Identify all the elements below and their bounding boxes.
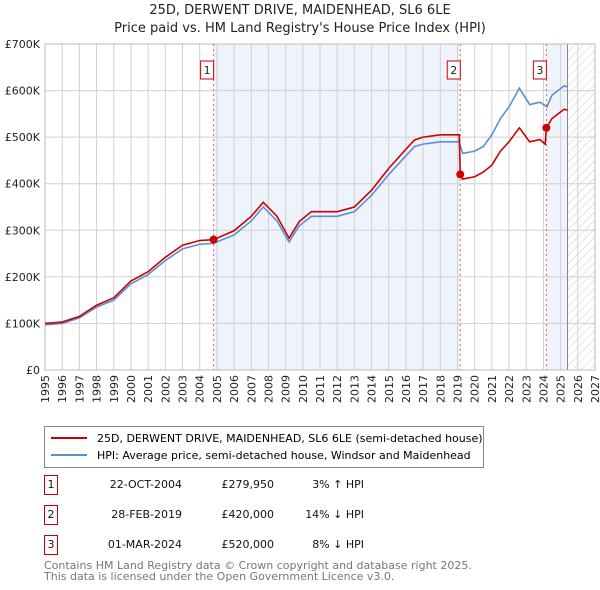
sale-price: £420,000 [221, 508, 275, 521]
x-tick-label: 2013 [348, 375, 361, 403]
sale-label-box [200, 60, 215, 80]
x-tick-label: 2021 [486, 375, 499, 403]
sale-label: 3 [536, 64, 543, 77]
x-tick-label: 2000 [125, 375, 138, 403]
y-tick-label: £0 [26, 364, 40, 377]
y-tick-label: £600K [5, 85, 41, 98]
footer-line1: Contains HM Land Registry data © Crown c… [44, 559, 472, 572]
x-tick-label: 2005 [211, 375, 224, 403]
footer-line2: This data is licensed under the Open Gov… [44, 570, 395, 583]
x-tick-label: 2023 [520, 375, 533, 403]
x-tick-label: 2015 [383, 375, 396, 403]
legend-blue-label: HPI: Average price, semi-detached house,… [97, 448, 471, 462]
sale-label: 1 [204, 64, 211, 77]
x-tick-label: 2007 [245, 375, 258, 403]
x-tick-label: 1995 [39, 375, 52, 403]
y-tick-label: £100K [5, 317, 41, 330]
x-tick-label: 2019 [452, 375, 465, 403]
sale-delta: 3% ↑ HPI [312, 478, 364, 491]
sale-point [456, 170, 465, 179]
sale-date: 01-MAR-2024 [107, 538, 182, 551]
shaded-period-3 [546, 44, 568, 370]
sale-number: 2 [44, 505, 58, 525]
x-tick-label: 2020 [469, 375, 482, 403]
legend-red-line [51, 437, 87, 439]
x-tick-label: 2012 [331, 375, 344, 403]
chart-subtitle: Price paid vs. HM Land Registry's House … [114, 21, 486, 36]
chart-title: 25D, DERWENT DRIVE, MAIDENHEAD, SL6 6LE [149, 3, 451, 18]
sale-point [542, 123, 551, 132]
plot-frame [44, 43, 596, 371]
hpi-line [44, 85, 568, 326]
sale-row: 1 22-OCT-2004 £279,950 3% ↑ HPI [44, 475, 444, 495]
x-tick-label: 2002 [159, 375, 172, 403]
sale-delta: 14% ↓ HPI [305, 508, 364, 521]
x-tick-label: 2010 [297, 375, 310, 403]
x-tick-label: 2001 [142, 375, 155, 403]
x-tick-label: 2017 [417, 375, 430, 403]
x-tick-label: 2025 [555, 375, 568, 403]
legend-blue-line [51, 454, 87, 456]
price-paid-line [44, 108, 568, 325]
y-tick-label: £300K [5, 224, 41, 237]
x-tick-label: 1999 [108, 375, 121, 403]
x-tick-label: 2018 [434, 375, 447, 403]
x-tick-label: 2004 [194, 375, 207, 403]
x-tick-label: 1997 [73, 375, 86, 403]
sale-label-box [532, 60, 547, 80]
y-tick-label: £400K [5, 178, 41, 191]
sale-price: £279,950 [221, 478, 275, 491]
sale-label-box [446, 60, 461, 80]
x-tick-label: 2027 [589, 375, 600, 403]
sale-number: 3 [44, 535, 58, 555]
x-tick-label: 2022 [503, 375, 516, 403]
x-tick-label: 2008 [262, 375, 275, 403]
x-tick-label: 1998 [91, 375, 104, 403]
x-tick-label: 2014 [366, 375, 379, 403]
legend-red-label: 25D, DERWENT DRIVE, MAIDENHEAD, SL6 6LE … [97, 431, 483, 445]
footer: Contains HM Land Registry data © Crown c… [44, 560, 472, 582]
x-tick-label: 2003 [177, 375, 190, 403]
sale-label: 2 [450, 64, 457, 77]
legend: 25D, DERWENT DRIVE, MAIDENHEAD, SL6 6LE … [44, 426, 484, 468]
sale-date: 28-FEB-2019 [111, 508, 182, 521]
sale-delta: 8% ↓ HPI [312, 538, 364, 551]
x-tick-label: 2011 [314, 375, 327, 403]
x-tick-label: 2026 [572, 375, 585, 403]
x-tick-label: 2016 [400, 375, 413, 403]
sale-row: 3 01-MAR-2024 £520,000 8% ↓ HPI [44, 535, 444, 555]
x-tick-label: 2009 [280, 375, 293, 403]
sale-number: 1 [44, 475, 58, 495]
x-tick-label: 1996 [56, 375, 69, 403]
y-tick-label: £700K [5, 38, 41, 51]
sale-price: £520,000 [221, 538, 275, 551]
sale-date: 22-OCT-2004 [109, 478, 182, 491]
price-chart: 1995 1996 1997 1998 1999 2000 2001 2002 2003 2004… [5, 38, 600, 403]
x-tick-label: 2006 [228, 375, 241, 403]
x-tick-label: 2024 [537, 375, 550, 403]
y-tick-label: £500K [5, 131, 41, 144]
sale-point [209, 235, 218, 244]
y-tick-label: £200K [5, 271, 41, 284]
sale-row: 2 28-FEB-2019 £420,000 14% ↓ HPI [44, 505, 444, 525]
forecast-hatch [567, 44, 595, 370]
